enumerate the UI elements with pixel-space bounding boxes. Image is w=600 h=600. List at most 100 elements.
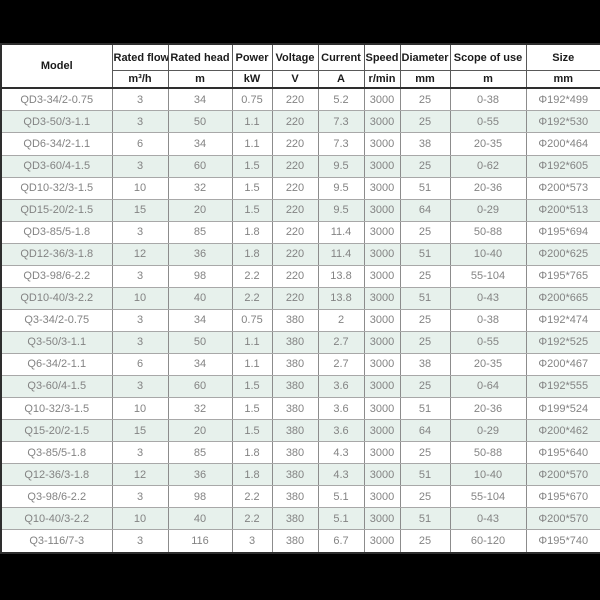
value-cell: 380	[271, 374, 319, 399]
table-row: Q3-116/7-3 3 116 3 380 6.7 3000 25 60-120 Φ195*74…	[0, 529, 600, 554]
model-cell: QD3-60/4-1.5	[0, 154, 113, 178]
value-cell: 1.1	[231, 110, 273, 134]
value-cell: 3.6	[317, 374, 365, 399]
value-cell: 3000	[363, 507, 401, 531]
value-cell: 55-104	[449, 264, 527, 288]
value-cell: Φ195*740	[525, 529, 600, 554]
value-cell: 50-88	[449, 441, 527, 465]
value-cell: 6	[111, 352, 169, 376]
value-cell: 50	[167, 110, 233, 134]
value-cell: 380	[271, 463, 319, 487]
value-cell: 3000	[363, 286, 401, 310]
value-cell: 1.8	[231, 441, 273, 465]
value-cell: 380	[271, 419, 319, 443]
value-cell: 36	[167, 463, 233, 487]
model-cell: QD3-50/3-1.1	[0, 110, 113, 134]
table-row: QD12-36/3-1.8 12 36 1.8 220 11.4 3000 51 10-40 Φ2…	[0, 242, 600, 266]
value-cell: 25	[399, 220, 451, 244]
value-cell: 3000	[363, 529, 401, 554]
value-cell: 25	[399, 264, 451, 288]
value-cell: 4.3	[317, 441, 365, 465]
model-cell: Q3-60/4-1.5	[0, 374, 113, 399]
model-cell: QD6-34/2-1.1	[0, 132, 113, 156]
value-cell: Φ192*605	[525, 154, 600, 178]
value-cell: Φ199*524	[525, 397, 600, 421]
value-cell: 0.75	[231, 308, 273, 332]
model-cell: QD3-85/5-1.8	[0, 220, 113, 244]
value-cell: 51	[399, 286, 451, 310]
value-cell: 34	[167, 87, 233, 112]
value-cell: 3.6	[317, 397, 365, 421]
unit-header-2: m	[167, 70, 233, 89]
value-cell: 2.7	[317, 352, 365, 376]
value-cell: 64	[399, 198, 451, 222]
model-cell: Q3-50/3-1.1	[0, 330, 113, 354]
value-cell: 10	[111, 286, 169, 310]
value-cell: 3000	[363, 264, 401, 288]
value-cell: 98	[167, 485, 233, 509]
value-cell: 51	[399, 176, 451, 200]
value-cell: 34	[167, 352, 233, 376]
value-cell: 51	[399, 242, 451, 266]
value-cell: 38	[399, 132, 451, 156]
value-cell: 1.1	[231, 352, 273, 376]
value-cell: 1.5	[231, 397, 273, 421]
value-cell: 20-36	[449, 176, 527, 200]
value-cell: 20	[167, 198, 233, 222]
value-cell: 15	[111, 198, 169, 222]
value-cell: Φ192*530	[525, 110, 600, 134]
spec-table-container: Model Rated flow Rated head Power Voltage Cur…	[0, 43, 600, 554]
value-cell: 25	[399, 529, 451, 554]
value-cell: 40	[167, 286, 233, 310]
value-cell: 380	[271, 485, 319, 509]
value-cell: 3000	[363, 308, 401, 332]
value-cell: 3	[111, 87, 169, 112]
value-cell: 2	[317, 308, 365, 332]
model-cell: Q10-32/3-1.5	[0, 397, 113, 421]
value-cell: 2.2	[231, 507, 273, 531]
value-cell: 3	[111, 330, 169, 354]
value-cell: Φ192*474	[525, 308, 600, 332]
value-cell: 60	[167, 154, 233, 178]
value-cell: 0.75	[231, 87, 273, 112]
value-cell: 3000	[363, 154, 401, 178]
value-cell: 2.2	[231, 286, 273, 310]
value-cell: 4.3	[317, 463, 365, 487]
value-cell: 51	[399, 397, 451, 421]
value-cell: 220	[271, 286, 319, 310]
value-cell: 1.8	[231, 242, 273, 266]
value-cell: Φ200*464	[525, 132, 600, 156]
model-cell: QD12-36/3-1.8	[0, 242, 113, 266]
value-cell: 3	[111, 529, 169, 554]
column-header-voltage: Voltage	[271, 43, 319, 71]
column-header-current: Current	[317, 43, 365, 71]
value-cell: Φ200*462	[525, 419, 600, 443]
table-row: QD10-32/3-1.5 10 32 1.5 220 9.5 3000 51 20-36 Φ20…	[0, 176, 600, 200]
value-cell: 50-88	[449, 220, 527, 244]
model-cell: Q10-40/3-2.2	[0, 507, 113, 531]
value-cell: 3	[111, 110, 169, 134]
value-cell: Φ200*625	[525, 242, 600, 266]
value-cell: Φ192*499	[525, 87, 600, 112]
value-cell: 11.4	[317, 220, 365, 244]
value-cell: 64	[399, 419, 451, 443]
model-cell: Q3-98/6-2.2	[0, 485, 113, 509]
value-cell: 51	[399, 463, 451, 487]
value-cell: 1.8	[231, 463, 273, 487]
value-cell: 5.1	[317, 485, 365, 509]
value-cell: 0-62	[449, 154, 527, 178]
value-cell: Φ195*640	[525, 441, 600, 465]
value-cell: 380	[271, 529, 319, 554]
value-cell: 25	[399, 485, 451, 509]
table-row: Q3-50/3-1.1 3 50 1.1 380 2.7 3000 25 0-55 Φ192*52…	[0, 330, 600, 354]
header-label-row: Model Rated flow Rated head Power Voltage Cur…	[0, 43, 600, 89]
value-cell: 380	[271, 397, 319, 421]
value-cell: 1.1	[231, 330, 273, 354]
value-cell: Φ195*670	[525, 485, 600, 509]
value-cell: 1.5	[231, 198, 273, 222]
value-cell: 38	[399, 352, 451, 376]
table-row: Q12-36/3-1.8 12 36 1.8 380 4.3 3000 51 10-40 Φ200…	[0, 463, 600, 487]
value-cell: 3000	[363, 87, 401, 112]
value-cell: 1.5	[231, 419, 273, 443]
model-cell: QD15-20/2-1.5	[0, 198, 113, 222]
